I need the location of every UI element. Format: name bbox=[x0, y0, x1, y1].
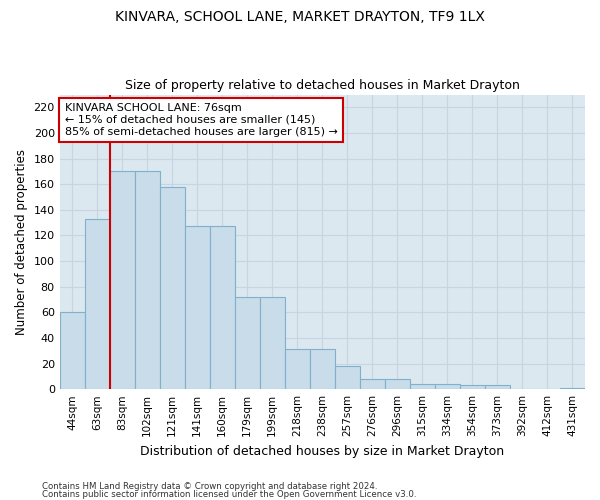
Text: Contains HM Land Registry data © Crown copyright and database right 2024.: Contains HM Land Registry data © Crown c… bbox=[42, 482, 377, 491]
Bar bbox=[360, 379, 385, 389]
Bar bbox=[135, 172, 160, 389]
Bar bbox=[385, 379, 410, 389]
Bar bbox=[110, 172, 135, 389]
Bar bbox=[59, 312, 85, 389]
Bar bbox=[435, 384, 460, 389]
Bar bbox=[335, 366, 360, 389]
Y-axis label: Number of detached properties: Number of detached properties bbox=[15, 149, 28, 335]
Bar bbox=[410, 384, 435, 389]
Bar bbox=[460, 386, 485, 389]
Bar bbox=[160, 187, 185, 389]
Bar bbox=[185, 226, 210, 389]
Bar bbox=[485, 386, 510, 389]
Bar bbox=[310, 350, 335, 389]
Bar bbox=[285, 350, 310, 389]
Text: KINVARA SCHOOL LANE: 76sqm
← 15% of detached houses are smaller (145)
85% of sem: KINVARA SCHOOL LANE: 76sqm ← 15% of deta… bbox=[65, 104, 338, 136]
Bar bbox=[210, 226, 235, 389]
Bar bbox=[260, 297, 285, 389]
Text: KINVARA, SCHOOL LANE, MARKET DRAYTON, TF9 1LX: KINVARA, SCHOOL LANE, MARKET DRAYTON, TF… bbox=[115, 10, 485, 24]
Bar bbox=[235, 297, 260, 389]
X-axis label: Distribution of detached houses by size in Market Drayton: Distribution of detached houses by size … bbox=[140, 444, 505, 458]
Bar bbox=[560, 388, 585, 389]
Text: Contains public sector information licensed under the Open Government Licence v3: Contains public sector information licen… bbox=[42, 490, 416, 499]
Bar bbox=[85, 219, 110, 389]
Title: Size of property relative to detached houses in Market Drayton: Size of property relative to detached ho… bbox=[125, 79, 520, 92]
